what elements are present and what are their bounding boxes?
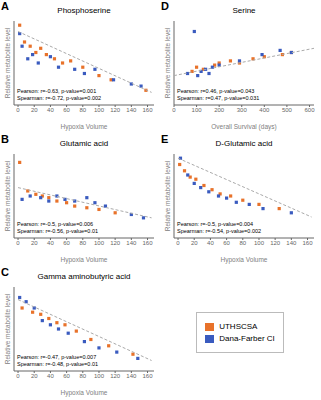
html-text:Phosphoserine: Phosphoserine (57, 6, 111, 15)
html-text:Spearman: r=-0.54, p-value=0.0: Spearman: r=-0.54, p-value=0.002 (177, 228, 262, 234)
svg-text:400: 400 (259, 107, 270, 113)
svg-text:120: 120 (270, 240, 281, 246)
svg-text:20: 20 (31, 240, 38, 246)
html-text:Glutamic acid: Glutamic acid (59, 139, 109, 148)
svg-text:300: 300 (237, 107, 248, 113)
html-text:E: E (161, 133, 169, 145)
svg-text:20: 20 (191, 240, 198, 246)
svg-text:100: 100 (94, 240, 105, 246)
html-text:Pearson: r=-0.5, p-value=0.006: Pearson: r=-0.5, p-value=0.006 (17, 221, 94, 227)
svg-text:60: 60 (63, 240, 70, 246)
svg-text:60: 60 (223, 240, 230, 246)
svg-text:40: 40 (207, 240, 214, 246)
svg-text:160: 160 (143, 107, 154, 113)
svg-text:0: 0 (16, 240, 20, 246)
svg-text:60: 60 (63, 107, 70, 113)
svg-text:100: 100 (94, 107, 105, 113)
svg-text:140: 140 (126, 373, 137, 379)
svg-text:140: 140 (126, 240, 137, 246)
svg-text:Hypoxia Volume: Hypoxia Volume (221, 256, 268, 264)
svg-text:20: 20 (31, 107, 38, 113)
svg-text:500: 500 (282, 107, 293, 113)
html-text:Spearman: r=-0.48, p-value=0.0: Spearman: r=-0.48, p-value=0.01 (17, 361, 98, 367)
html-text:Serine: Serine (232, 6, 256, 15)
svg-text:40: 40 (47, 373, 54, 379)
svg-text:Relative metabolite level: Relative metabolite level (8, 293, 11, 364)
svg-text:Relative metabolite level: Relative metabolite level (8, 160, 11, 231)
html-text:Spearman: r=-0.56, p-value=0.0: Spearman: r=-0.56, p-value=0.01 (17, 228, 98, 234)
svg-text:Relative metabolite level: Relative metabolite level (164, 27, 171, 98)
svg-text:Hypoxia Volume: Hypoxia Volume (61, 256, 108, 264)
svg-text:0: 0 (176, 240, 180, 246)
svg-text:Overall Survival (days): Overall Survival (days) (211, 123, 276, 131)
html-text:UTHSCSA: UTHSCSA (219, 322, 258, 331)
svg-text:200: 200 (214, 107, 225, 113)
svg-text:Relative metabolite level: Relative metabolite level (164, 160, 171, 231)
html-text:Spearman: r=-0.72, p-value=0.0: Spearman: r=-0.72, p-value=0.002 (17, 95, 102, 101)
svg-text:40: 40 (47, 107, 54, 113)
svg-text:140: 140 (126, 107, 137, 113)
html-text:C: C (1, 266, 9, 278)
svg-text:100: 100 (192, 107, 203, 113)
svg-text:140: 140 (286, 240, 297, 246)
html-text:B: B (1, 133, 9, 145)
svg-text:100: 100 (94, 373, 105, 379)
svg-text:120: 120 (110, 107, 121, 113)
svg-text:100: 100 (254, 240, 265, 246)
svg-text:80: 80 (79, 107, 86, 113)
html-text:Dana-Farber CI: Dana-Farber CI (219, 334, 275, 343)
svg-text:160: 160 (143, 373, 154, 379)
svg-text:Hypoxia Volume: Hypoxia Volume (61, 389, 108, 397)
svg-text:Hypoxia Volume: Hypoxia Volume (61, 123, 108, 131)
svg-text:0: 0 (16, 373, 20, 379)
svg-text:40: 40 (47, 240, 54, 246)
svg-text:80: 80 (239, 240, 246, 246)
svg-text:120: 120 (110, 373, 121, 379)
html-text:Gamma aminobutyric acid: Gamma aminobutyric acid (37, 272, 131, 281)
svg-text:160: 160 (143, 240, 154, 246)
html-text:Pearson: r=0.46, p-value=0.043: Pearson: r=0.46, p-value=0.043 (177, 88, 255, 94)
html-text:Spearman: r=0.47, p-value=0.03: Spearman: r=0.47, p-value=0.031 (177, 95, 260, 101)
svg-text:160: 160 (303, 240, 313, 246)
svg-text:60: 60 (63, 373, 70, 379)
html-text:Pearson: r=-0.5, p-value=0.004: Pearson: r=-0.5, p-value=0.004 (177, 221, 254, 227)
svg-text:0: 0 (172, 107, 176, 113)
html-text:A: A (1, 0, 9, 12)
html-text:Pearson: r=-0.63, p-value=0.00: Pearson: r=-0.63, p-value=0.001 (17, 88, 97, 94)
svg-text:80: 80 (79, 373, 86, 379)
html-text:Pearson: r=-0.47, p-value=0.00: Pearson: r=-0.47, p-value=0.007 (17, 354, 97, 360)
html-text:D: D (161, 0, 169, 12)
svg-text:600: 600 (304, 107, 313, 113)
svg-text:0: 0 (16, 107, 20, 113)
svg-text:20: 20 (31, 373, 38, 379)
svg-text:120: 120 (110, 240, 121, 246)
svg-text:80: 80 (79, 240, 86, 246)
html-text:D-Glutamic acid: D-Glutamic acid (215, 139, 273, 148)
svg-text:Relative metabolite level: Relative metabolite level (8, 27, 11, 98)
